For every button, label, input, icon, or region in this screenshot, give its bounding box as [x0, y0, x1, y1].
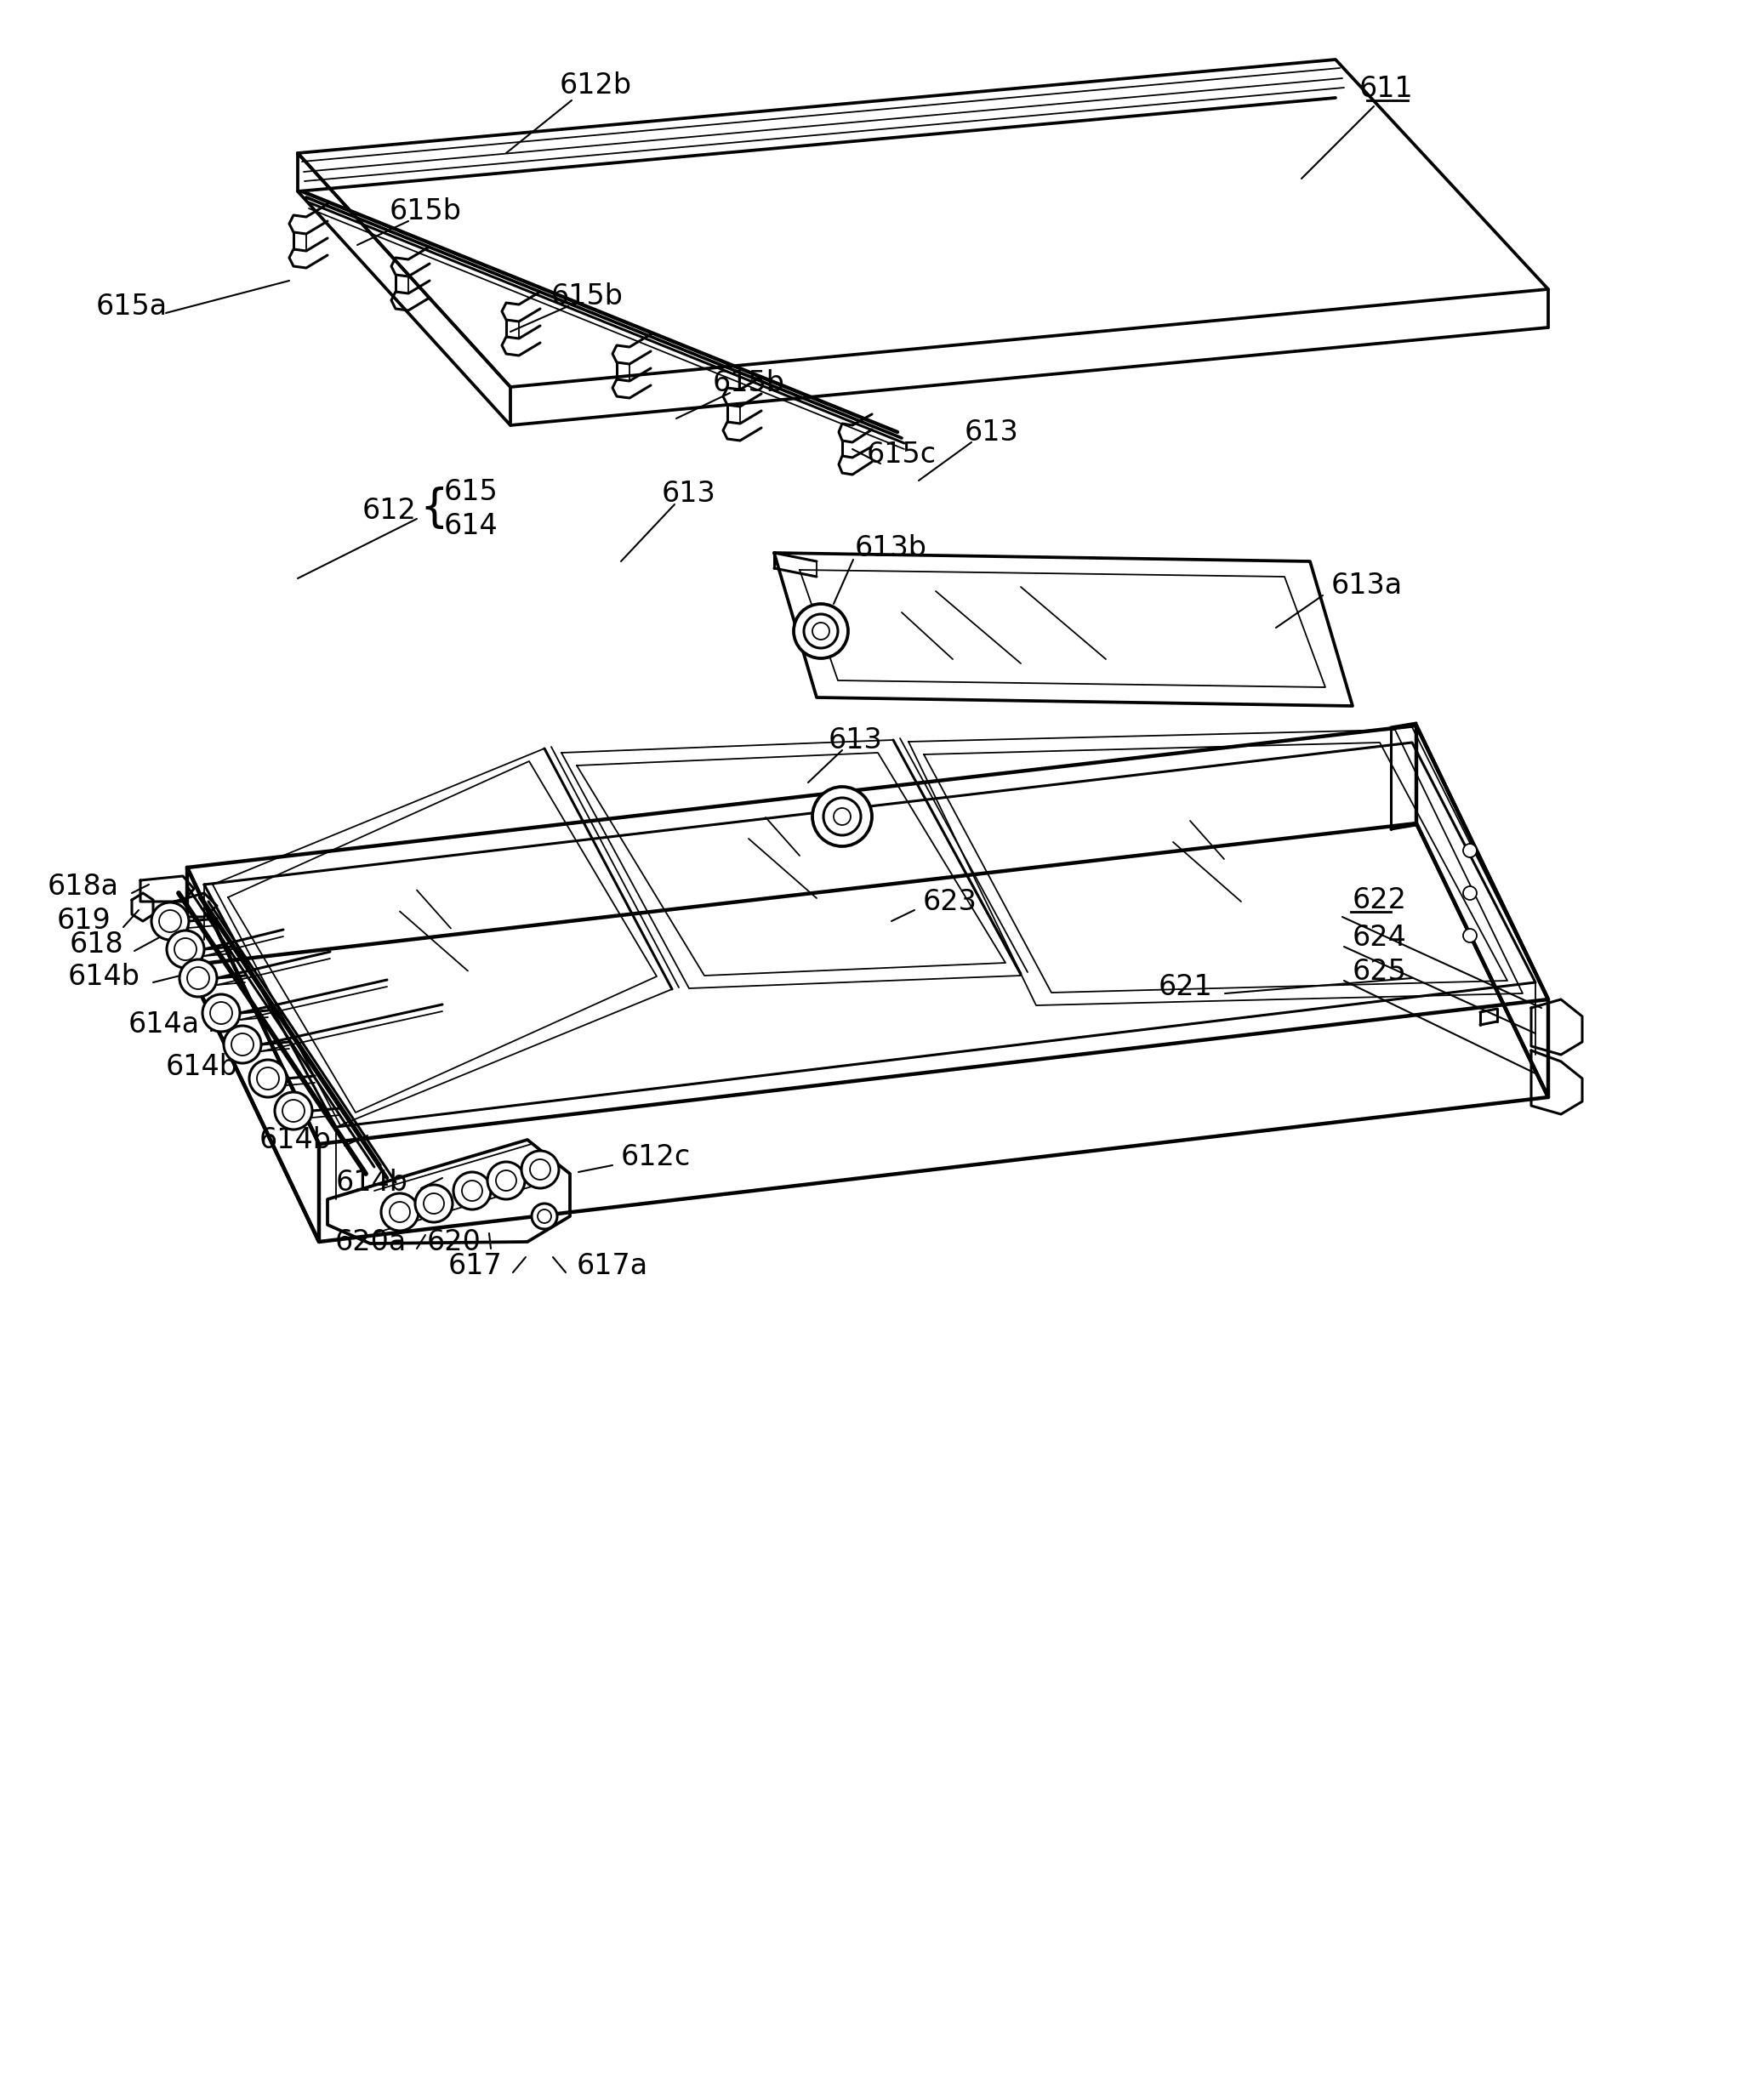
Text: 614b: 614b	[336, 1168, 408, 1197]
Circle shape	[390, 1201, 410, 1222]
Circle shape	[812, 788, 872, 846]
Text: 618: 618	[70, 930, 124, 958]
Circle shape	[282, 1100, 305, 1121]
Text: 615a: 615a	[96, 292, 167, 319]
Circle shape	[159, 909, 181, 932]
Circle shape	[1462, 886, 1476, 901]
Text: 624: 624	[1353, 924, 1407, 951]
Text: 613b: 613b	[854, 536, 927, 563]
Circle shape	[1462, 844, 1476, 857]
Circle shape	[180, 960, 216, 998]
Text: 621: 621	[1157, 972, 1211, 1002]
Circle shape	[249, 1060, 286, 1096]
Text: 615b: 615b	[389, 197, 462, 225]
Text: 620: 620	[427, 1228, 481, 1256]
Circle shape	[793, 605, 849, 657]
Text: 615c: 615c	[866, 441, 936, 468]
Text: 615: 615	[444, 477, 498, 506]
Text: 613a: 613a	[1332, 571, 1403, 598]
Text: 618a: 618a	[47, 874, 119, 901]
Text: 612: 612	[363, 496, 417, 525]
Text: 613: 613	[662, 479, 716, 508]
Circle shape	[223, 1025, 261, 1063]
Text: 614: 614	[444, 512, 498, 540]
Text: 614a: 614a	[129, 1010, 200, 1040]
Text: 619: 619	[56, 907, 110, 934]
Circle shape	[530, 1159, 551, 1180]
Text: 620a: 620a	[335, 1228, 406, 1256]
Text: 612b: 612b	[560, 71, 631, 99]
Text: 614b: 614b	[166, 1054, 239, 1082]
Circle shape	[382, 1193, 418, 1231]
Circle shape	[823, 798, 861, 836]
Text: 611: 611	[1360, 76, 1414, 103]
Text: 614b: 614b	[68, 962, 141, 991]
Circle shape	[152, 903, 188, 941]
Circle shape	[174, 939, 197, 960]
Circle shape	[275, 1092, 312, 1130]
Circle shape	[833, 808, 851, 825]
Text: 622: 622	[1353, 886, 1407, 913]
Text: 617a: 617a	[577, 1252, 648, 1279]
Circle shape	[202, 993, 241, 1031]
Circle shape	[521, 1151, 560, 1189]
Text: 615b: 615b	[551, 281, 622, 311]
Circle shape	[532, 1203, 558, 1228]
Circle shape	[187, 968, 209, 989]
Text: 614b: 614b	[260, 1126, 331, 1153]
Circle shape	[256, 1067, 279, 1090]
Text: 613: 613	[964, 418, 1018, 445]
Circle shape	[462, 1180, 483, 1201]
Circle shape	[1462, 928, 1476, 943]
Circle shape	[211, 1002, 232, 1025]
Circle shape	[497, 1170, 516, 1191]
Circle shape	[232, 1033, 253, 1056]
Circle shape	[453, 1172, 492, 1210]
Text: 623: 623	[924, 888, 978, 916]
Text: 625: 625	[1353, 958, 1407, 987]
Text: 613: 613	[828, 727, 882, 754]
Circle shape	[537, 1210, 551, 1222]
Circle shape	[424, 1193, 444, 1214]
Circle shape	[167, 930, 204, 968]
Circle shape	[488, 1161, 525, 1199]
Circle shape	[812, 622, 830, 640]
Circle shape	[804, 613, 838, 649]
Text: 612c: 612c	[621, 1142, 690, 1172]
Text: {: {	[420, 487, 448, 531]
Text: 617: 617	[448, 1252, 502, 1279]
Text: 615b: 615b	[713, 370, 784, 397]
Circle shape	[415, 1184, 453, 1222]
